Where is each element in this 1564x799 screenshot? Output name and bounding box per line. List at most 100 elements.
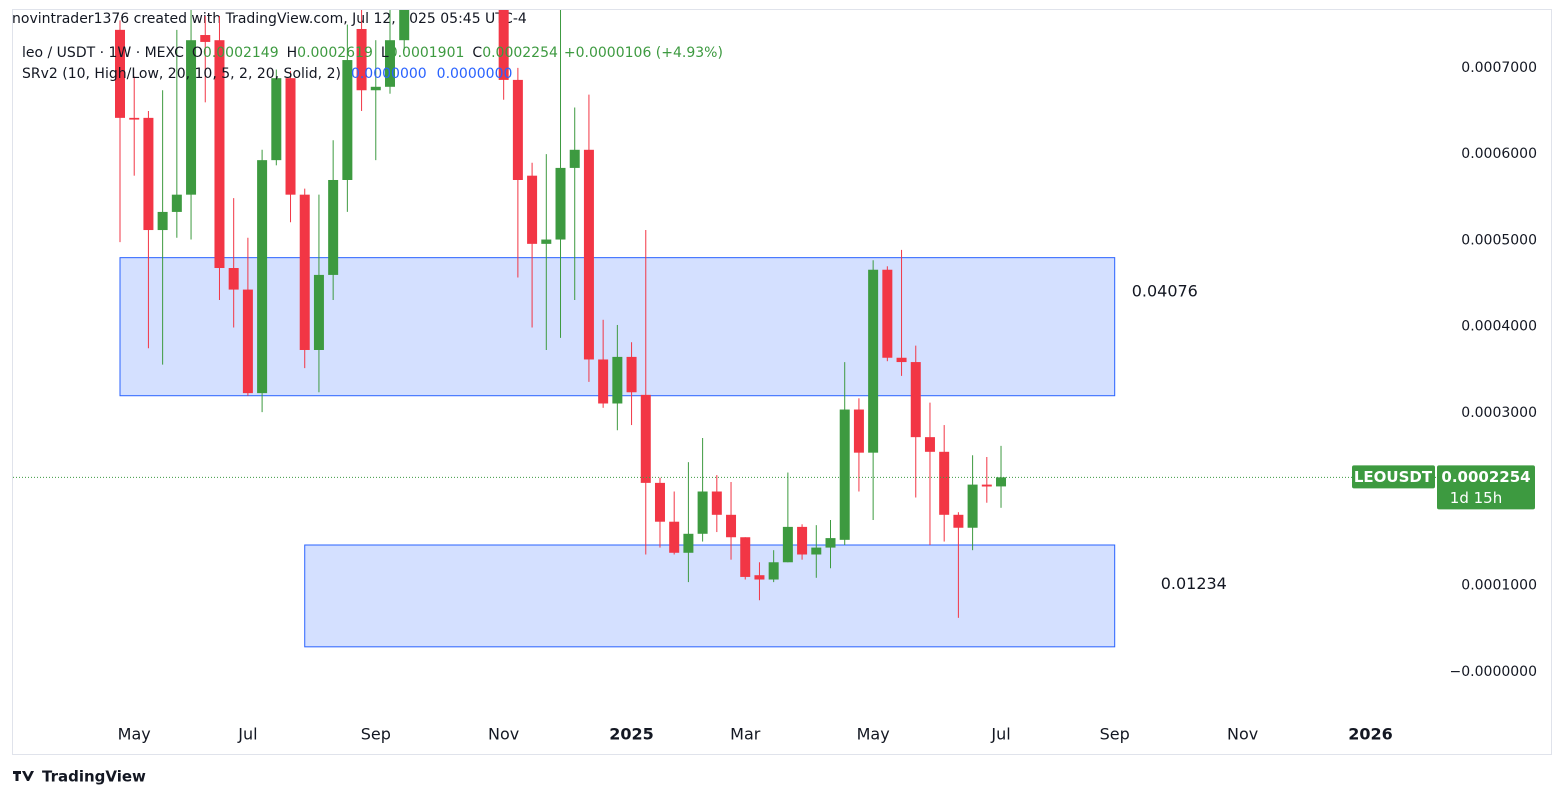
candle-body xyxy=(271,78,282,161)
candle-body xyxy=(697,491,708,534)
candle-body xyxy=(257,160,268,394)
x-tick-label: Jul xyxy=(990,725,1010,744)
candle-body xyxy=(853,409,864,453)
candle-body xyxy=(299,194,310,350)
candle-body xyxy=(328,179,339,275)
candle-body xyxy=(669,521,680,553)
candle-body xyxy=(370,86,381,91)
candle-body xyxy=(782,526,793,563)
candle-body xyxy=(754,575,765,580)
ohlc-key: C xyxy=(472,45,482,61)
zone-label: 0.01234 xyxy=(1161,574,1227,593)
x-tick-label: Sep xyxy=(1100,725,1130,744)
brand-logo xyxy=(13,771,34,781)
candle-body xyxy=(981,484,992,487)
candle-body xyxy=(924,437,935,452)
candle-body xyxy=(186,40,197,195)
y-tick-label: 0.0004000 xyxy=(1461,319,1537,335)
candle-body xyxy=(157,211,168,231)
overlay: LEOUSDT 0.0002254 1d 15h leo / USDT · 1W · … xyxy=(22,45,1535,510)
y-tick-label: 0.0007000 xyxy=(1461,60,1537,76)
indicator-value: 0.0000000 xyxy=(437,66,513,82)
candle-body xyxy=(640,394,651,483)
candle-body xyxy=(768,562,779,580)
x-tick-label: Nov xyxy=(1227,725,1258,744)
plot-area xyxy=(13,10,1436,648)
candle-body xyxy=(797,526,808,555)
candle-body xyxy=(313,274,324,350)
candle-body xyxy=(996,477,1007,487)
candle-body xyxy=(967,484,978,528)
candle-body xyxy=(569,149,580,168)
candle-body xyxy=(726,514,737,538)
candle-body xyxy=(214,40,225,269)
candle-body xyxy=(583,149,594,360)
change: +0.0000106 (+4.93%) xyxy=(564,45,723,61)
candle-body xyxy=(356,28,367,91)
y-tick-label: −0.0000000 xyxy=(1450,664,1537,680)
candle-body xyxy=(839,409,850,540)
price-label: 0.0002254 xyxy=(1441,468,1530,486)
candle-body xyxy=(115,29,125,118)
indicator-line: SRv2 (10, High/Low, 20, 10, 5, 2, 20, So… xyxy=(22,66,512,82)
x-tick-label: Mar xyxy=(730,725,761,744)
ohlc-key: L xyxy=(381,45,389,61)
chart-frame xyxy=(12,9,1552,755)
y-tick-label: 0.0003000 xyxy=(1461,405,1537,421)
candle-body xyxy=(598,359,609,404)
ohlc-value: 0.0002149 xyxy=(203,45,279,61)
candle-body xyxy=(740,537,751,577)
zone-label: 0.04076 xyxy=(1132,282,1198,301)
candle-body xyxy=(939,451,950,515)
x-tick-label: May xyxy=(118,725,151,744)
candle-body xyxy=(242,289,253,394)
countdown-label: 1d 15h xyxy=(1450,489,1502,507)
x-tick-label: Jul xyxy=(237,725,257,744)
candle-body xyxy=(228,268,239,290)
brand: TradingView xyxy=(42,768,146,786)
ohlc-value: 0.0001901 xyxy=(389,45,465,61)
candle-body xyxy=(342,60,353,180)
candle-body xyxy=(711,491,722,515)
sr-zone xyxy=(304,544,1116,648)
x-tick-label: 2026 xyxy=(1348,725,1393,744)
x-tick-label: 2025 xyxy=(609,725,654,744)
indicator-value: 0.0000000 xyxy=(351,66,427,82)
candle-body xyxy=(910,362,921,438)
candle-body xyxy=(825,538,836,548)
price-badge xyxy=(1437,465,1535,510)
x-tick-label: Sep xyxy=(361,725,391,744)
ohlc-value: 0.0002619 xyxy=(297,45,373,61)
candle-body xyxy=(129,117,140,120)
candle-body xyxy=(612,356,623,404)
symbol-badge xyxy=(1352,465,1435,489)
ohlc-value: 0.0002254 xyxy=(482,45,558,61)
x-tick-label: May xyxy=(857,725,890,744)
symbol-label: LEOUSDT xyxy=(1354,468,1433,486)
candle-body xyxy=(285,78,296,195)
candle-body xyxy=(868,269,879,453)
candle-body xyxy=(811,547,822,555)
candle-body xyxy=(512,79,523,180)
candle-body xyxy=(527,175,538,244)
y-tick-label: 0.0001000 xyxy=(1461,578,1537,594)
candle-body xyxy=(896,357,907,363)
candle-body xyxy=(384,40,395,87)
caption: novintrader1376 created with TradingView… xyxy=(12,11,527,27)
candle-body xyxy=(143,117,154,231)
candle-body xyxy=(882,269,893,358)
x-tick-label: Nov xyxy=(488,725,519,744)
candle-body xyxy=(654,482,665,522)
candle-body xyxy=(200,35,211,42)
ohlc-key: H xyxy=(287,45,298,61)
symbol: leo / USDT · 1W · MEXC xyxy=(22,45,184,61)
y-tick-label: 0.0006000 xyxy=(1461,146,1537,162)
candle-body xyxy=(626,356,637,393)
candle-body xyxy=(498,10,509,80)
candle-body xyxy=(555,167,566,240)
legend-line: leo / USDT · 1W · MEXC O0.0002149 H0.00026… xyxy=(22,45,723,61)
y-tick-label: 0.0005000 xyxy=(1461,232,1537,248)
candle-body xyxy=(953,514,964,528)
